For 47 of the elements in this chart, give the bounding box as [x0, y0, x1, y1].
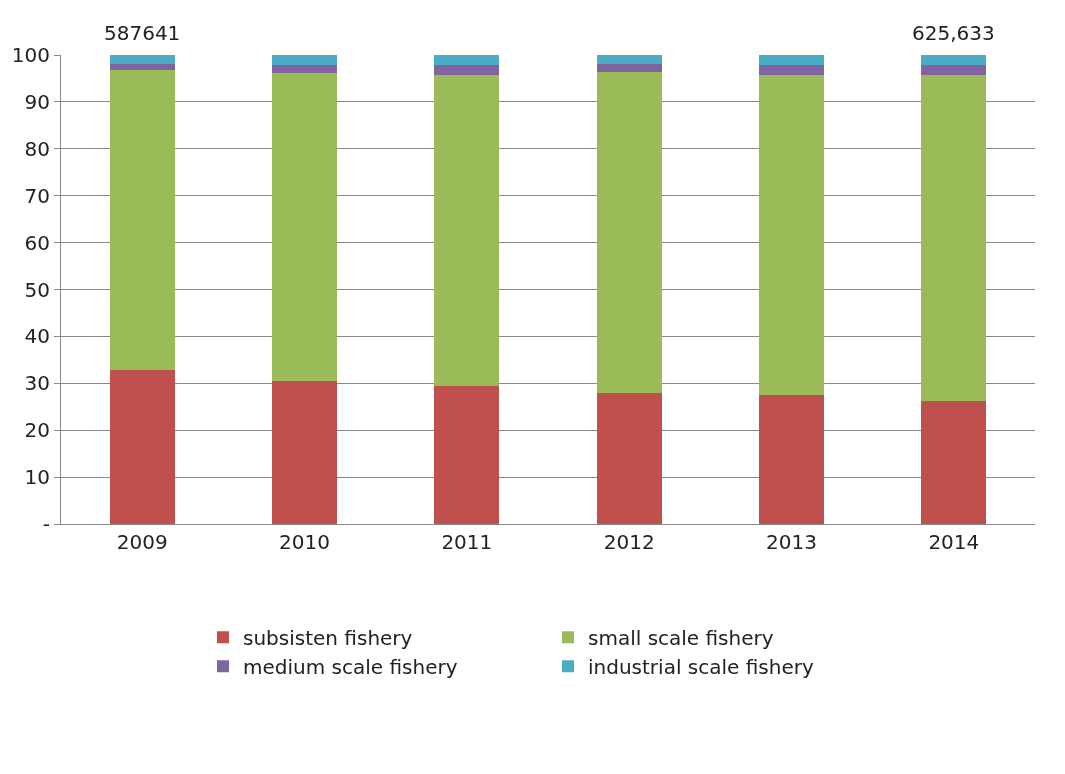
y-tick-label: 30 — [24, 371, 50, 396]
bar — [434, 75, 500, 387]
bar — [434, 386, 500, 524]
bar — [434, 65, 500, 76]
legend-label: subsisten fishery — [243, 626, 413, 651]
y-tick-label: 90 — [24, 89, 50, 114]
x-tick-label: 2010 — [279, 530, 330, 554]
bar — [109, 70, 175, 370]
bar — [109, 64, 175, 71]
y-tick-label: 50 — [24, 277, 50, 302]
bar — [921, 65, 987, 76]
legend-label: medium scale fishery — [243, 655, 458, 680]
bar — [272, 381, 337, 524]
bar — [109, 369, 175, 524]
x-tick-label: 2014 — [928, 530, 980, 554]
y-tick-label: 20 — [24, 418, 50, 443]
x-tick-label: 2012 — [603, 530, 655, 554]
y-tick-label: 60 — [24, 230, 50, 255]
bar — [921, 75, 987, 401]
x-tick-label: 2013 — [766, 530, 817, 554]
y-tick-label: 100 — [11, 43, 50, 67]
y-tick-label: 80 — [24, 136, 50, 161]
bar — [759, 75, 824, 396]
bar — [272, 55, 337, 66]
y-tick-label: - — [42, 512, 50, 536]
bar — [272, 73, 337, 382]
legend-label: small scale fishery — [588, 626, 774, 651]
annotation: 587641 — [104, 21, 181, 45]
annotation: 625,633 — [912, 21, 995, 45]
y-tick-label: 70 — [24, 183, 50, 208]
x-tick-label: 2011 — [441, 530, 493, 554]
bar — [596, 64, 662, 72]
bar — [596, 71, 662, 393]
x-tick-label: 2009 — [116, 530, 168, 554]
bar — [759, 395, 824, 524]
bar — [921, 55, 987, 66]
bar — [759, 55, 824, 66]
bar — [109, 55, 175, 65]
bar — [272, 65, 337, 74]
y-tick-label: 10 — [24, 465, 50, 490]
bar — [596, 392, 662, 524]
bar — [759, 65, 824, 76]
bar — [921, 400, 987, 524]
bar — [434, 55, 500, 66]
y-tick-label: 40 — [24, 324, 50, 349]
legend-label: industrial scale fishery — [588, 655, 814, 680]
bar — [596, 55, 662, 65]
